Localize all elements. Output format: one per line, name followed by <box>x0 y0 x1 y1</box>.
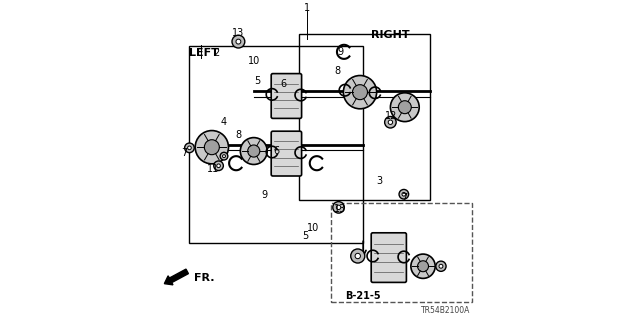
Circle shape <box>241 138 268 164</box>
Circle shape <box>390 93 419 122</box>
FancyBboxPatch shape <box>371 233 406 283</box>
Circle shape <box>214 161 223 171</box>
Text: 3: 3 <box>376 176 382 186</box>
Text: 11: 11 <box>207 164 219 174</box>
Circle shape <box>188 146 191 150</box>
Circle shape <box>248 145 260 157</box>
Text: 12: 12 <box>385 111 397 121</box>
Text: 5: 5 <box>303 231 308 241</box>
Text: TR54B2100A: TR54B2100A <box>421 306 470 315</box>
Text: 6: 6 <box>274 146 280 156</box>
Text: FR.: FR. <box>193 273 214 284</box>
Circle shape <box>388 120 392 124</box>
Circle shape <box>217 164 220 168</box>
Text: 9: 9 <box>338 47 344 57</box>
Text: 2: 2 <box>213 48 219 58</box>
FancyBboxPatch shape <box>271 74 301 118</box>
Text: 8: 8 <box>335 66 340 76</box>
Text: 13: 13 <box>333 204 346 214</box>
Circle shape <box>195 131 228 164</box>
Circle shape <box>439 264 443 268</box>
Text: 8: 8 <box>236 130 241 140</box>
Text: 13: 13 <box>232 28 244 38</box>
Text: 6: 6 <box>280 79 286 89</box>
Circle shape <box>337 205 340 210</box>
Text: 7: 7 <box>402 193 408 203</box>
Circle shape <box>184 143 195 153</box>
Circle shape <box>398 101 412 114</box>
Circle shape <box>204 140 220 155</box>
Circle shape <box>220 152 228 160</box>
Circle shape <box>355 253 360 259</box>
Bar <box>300 34 430 200</box>
Circle shape <box>353 85 367 100</box>
Circle shape <box>417 261 429 272</box>
Circle shape <box>344 76 376 109</box>
Text: 10: 10 <box>307 223 319 233</box>
Text: 10: 10 <box>248 56 260 67</box>
Circle shape <box>223 155 225 158</box>
FancyBboxPatch shape <box>271 131 301 176</box>
Circle shape <box>385 116 396 128</box>
Circle shape <box>351 249 365 263</box>
Circle shape <box>232 35 245 48</box>
Circle shape <box>236 39 241 44</box>
Bar <box>332 203 472 302</box>
Text: RIGHT: RIGHT <box>371 30 410 40</box>
Circle shape <box>399 189 409 199</box>
Circle shape <box>402 192 406 196</box>
FancyArrow shape <box>164 269 188 285</box>
Circle shape <box>411 254 435 278</box>
Bar <box>189 46 364 243</box>
Text: 5: 5 <box>255 76 260 86</box>
Text: 1: 1 <box>304 3 310 13</box>
Circle shape <box>333 202 344 213</box>
Text: 4: 4 <box>221 117 227 127</box>
Text: B-21-5: B-21-5 <box>346 291 381 301</box>
Text: 9: 9 <box>261 189 267 200</box>
Circle shape <box>436 261 446 271</box>
Text: 7: 7 <box>181 148 187 158</box>
Text: LEFT: LEFT <box>189 48 219 58</box>
